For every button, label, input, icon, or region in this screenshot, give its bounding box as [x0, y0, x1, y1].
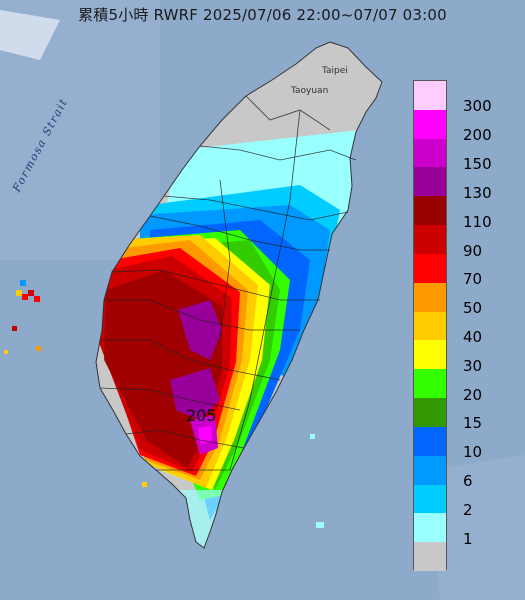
city-label-taipei: Taipei	[322, 66, 348, 76]
cloud-streak	[430, 455, 525, 600]
legend-swatch	[414, 282, 446, 313]
county-boundaries	[99, 95, 357, 471]
legend-swatch	[414, 196, 446, 226]
legend-swatch	[414, 340, 446, 370]
legend-label: 2	[463, 500, 473, 519]
legend-label: 200	[463, 126, 492, 145]
map-title: 累積5小時 RWRF 2025/07/06 22:00~07/07 03:00	[78, 6, 447, 24]
legend-swatch	[414, 253, 446, 284]
legend-label: 70	[463, 270, 483, 289]
legend-label: 50	[463, 299, 483, 318]
legend-label: 110	[463, 212, 492, 231]
legend-label: 300	[463, 97, 492, 116]
cloud-streak	[0, 10, 60, 60]
legend-label: 90	[463, 241, 483, 260]
city-label-taoyuan: Taoyuan	[291, 86, 329, 96]
legend-swatch	[414, 398, 446, 428]
legend-label: 40	[463, 328, 483, 346]
legend-swatch	[414, 109, 446, 140]
legend-swatch	[414, 426, 446, 457]
legend-label: 6	[463, 472, 473, 491]
legend-label: 130	[463, 183, 492, 202]
legend-label: 15	[463, 414, 483, 433]
legend-swatch	[414, 167, 446, 197]
legend-swatch	[414, 513, 446, 543]
max-rainfall-label: 205	[186, 406, 217, 425]
legend-label: 10	[463, 443, 483, 462]
color-scale-legend	[413, 80, 447, 572]
legend-swatch	[414, 455, 446, 486]
legend-swatch	[414, 225, 446, 255]
legend-label: 150	[463, 155, 492, 174]
legend-swatch	[414, 311, 446, 341]
legend-swatch	[414, 542, 446, 572]
legend-swatch	[414, 81, 446, 111]
legend-label: 20	[463, 385, 483, 404]
legend-label: 30	[463, 356, 483, 375]
legend-swatch	[414, 369, 446, 399]
legend-swatch	[414, 138, 446, 168]
legend-label: 1	[463, 529, 473, 548]
offshore-echoes	[4, 280, 324, 528]
legend-swatch	[414, 484, 446, 514]
